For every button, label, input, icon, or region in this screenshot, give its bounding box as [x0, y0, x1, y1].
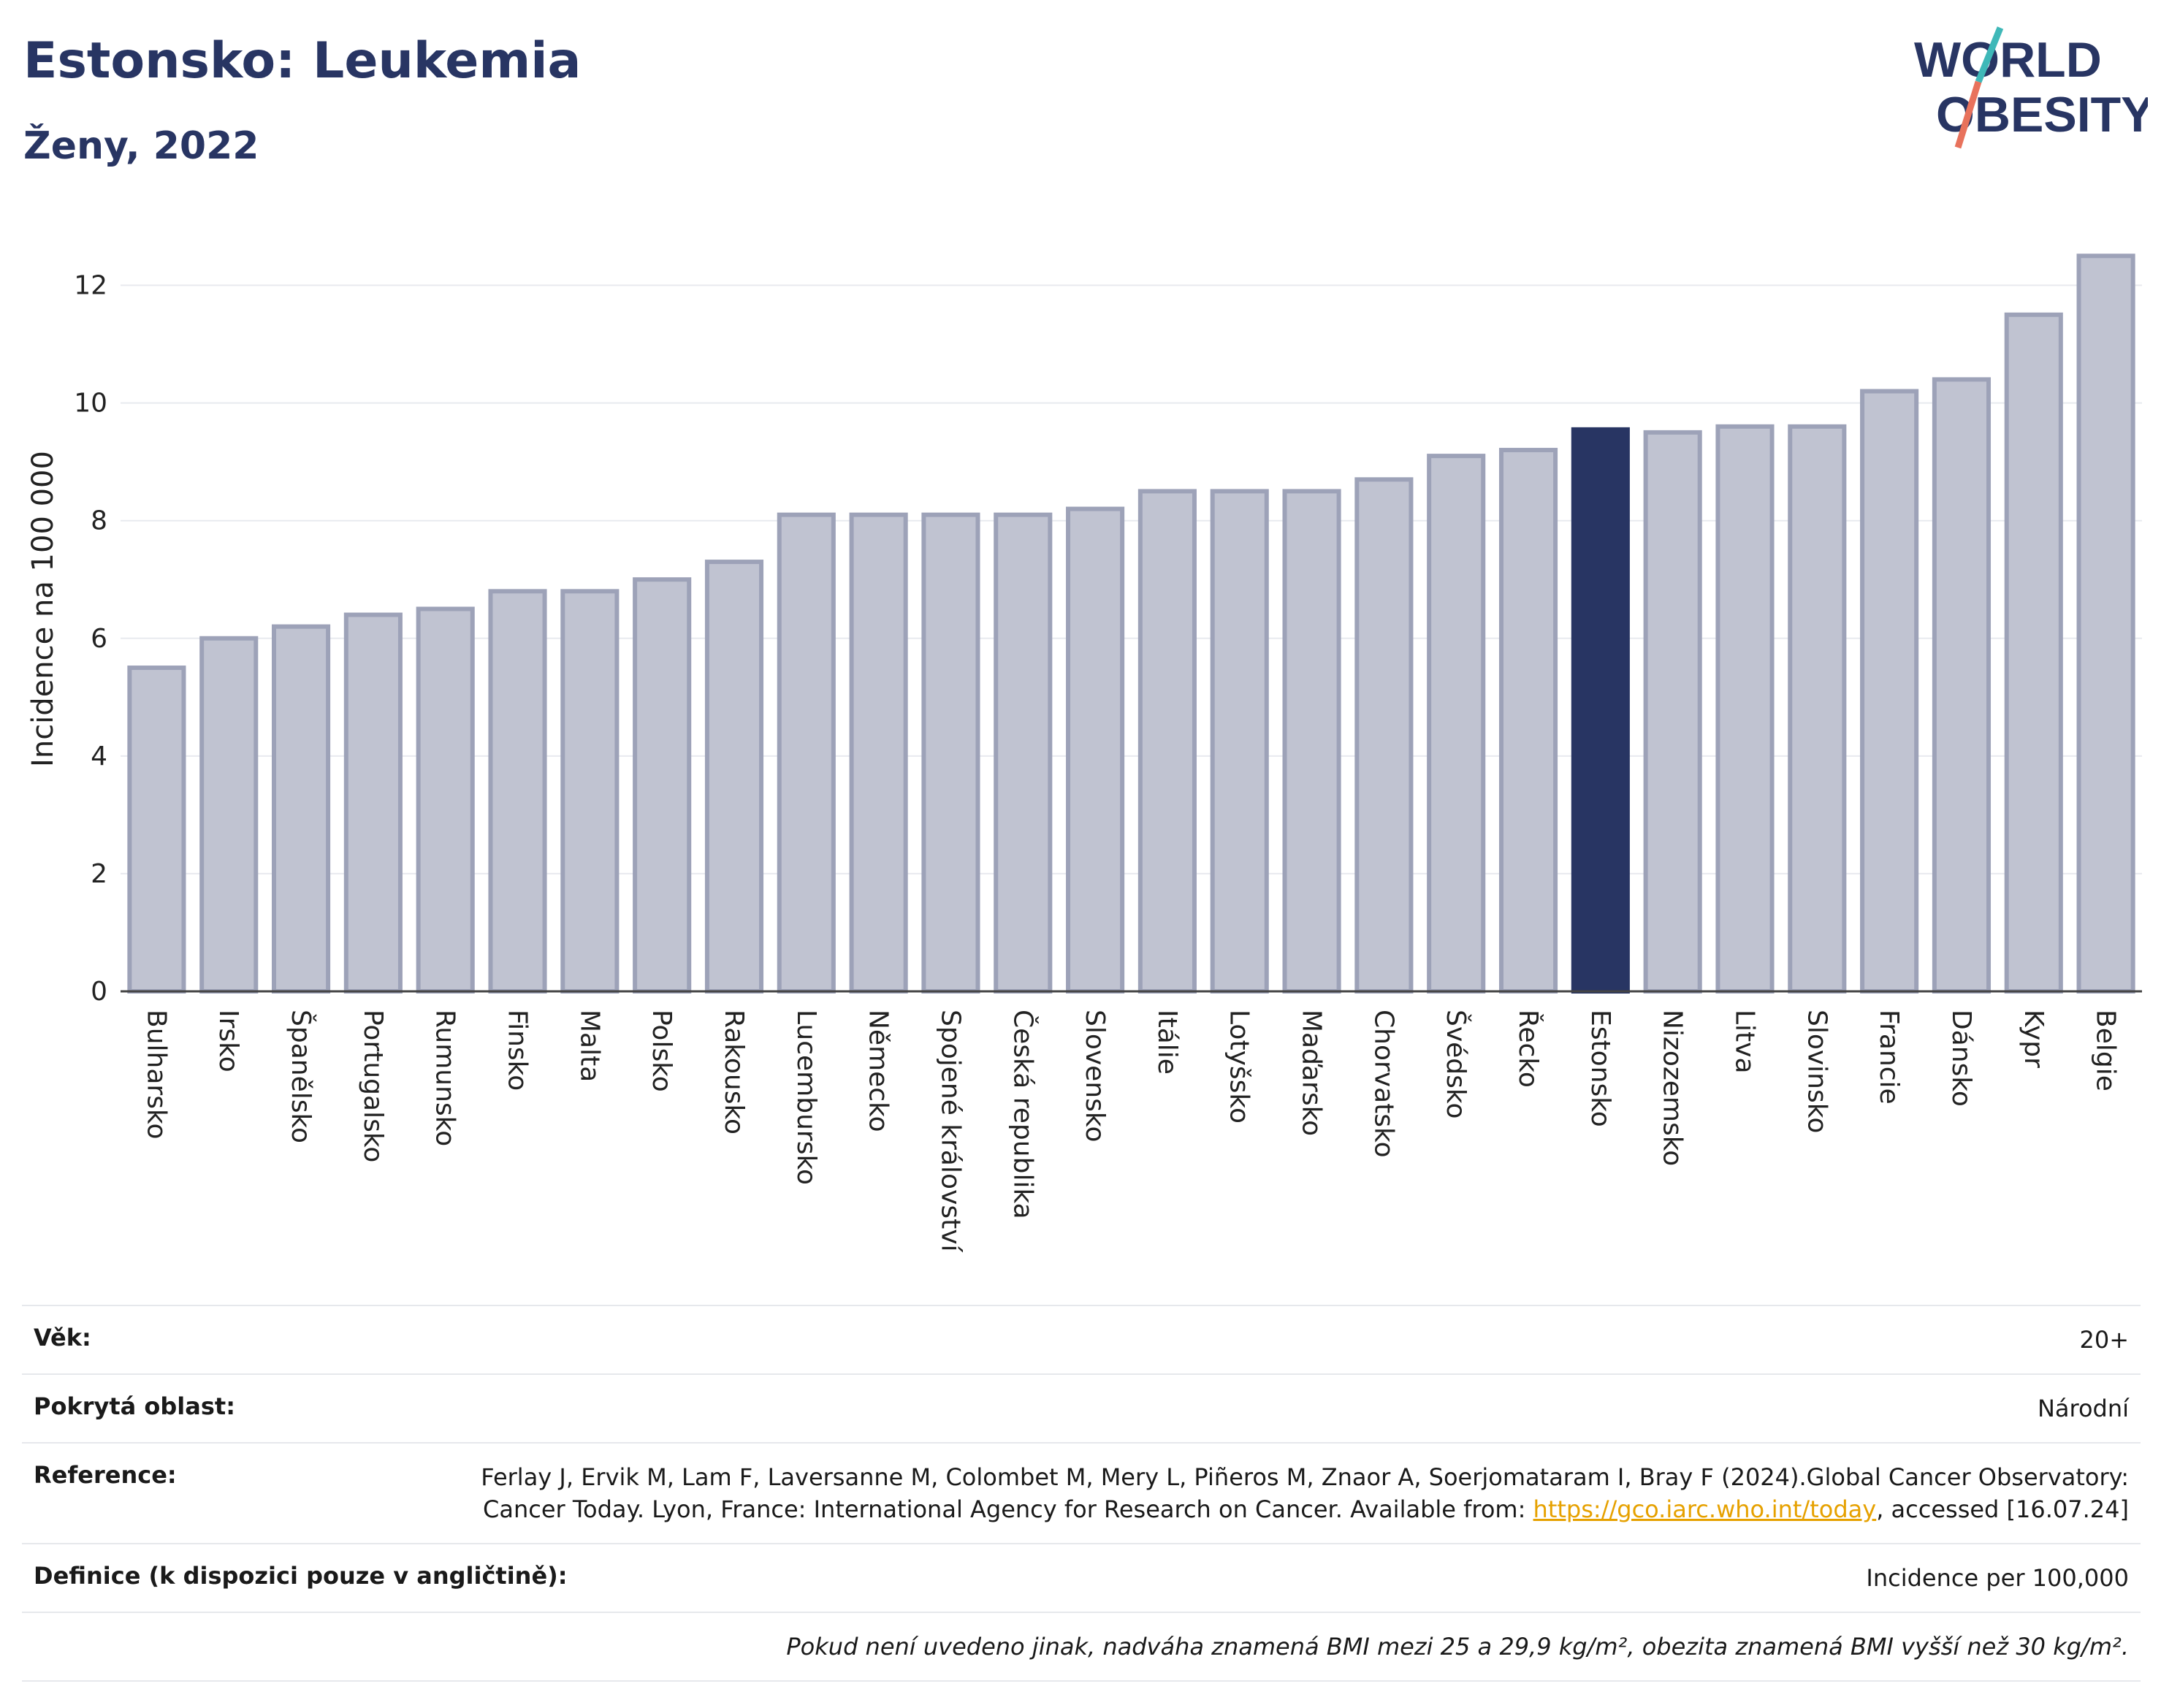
bar — [343, 612, 403, 994]
bar — [199, 636, 259, 994]
bar — [1354, 477, 1414, 994]
bar — [127, 666, 186, 994]
bar — [488, 589, 547, 994]
bar — [1715, 424, 1775, 994]
y-axis-label: Incidence na 100 000 — [26, 451, 60, 767]
x-category-label: Estonsko — [1585, 1010, 1615, 1127]
y-tick-labels: 0 2 4 6 8 10 12 — [74, 271, 107, 1007]
age-label: Věk: — [34, 1324, 91, 1351]
x-category-label: Litva — [1729, 1010, 1759, 1074]
bar — [1210, 489, 1269, 994]
chart-title: Estonsko: Leukemia — [23, 32, 582, 90]
bar — [416, 606, 475, 994]
age-value: 20+ — [2079, 1326, 2129, 1354]
bar-highlight — [1571, 427, 1630, 994]
x-category-label: Nizozemsko — [1658, 1010, 1688, 1166]
x-category-label: Kypr — [2019, 1010, 2048, 1068]
info-table: Věk: 20+ Pokrytá oblast: Národní Referen… — [22, 1305, 2141, 1682]
info-row-age: Věk: 20+ — [22, 1305, 2141, 1373]
y-tick-label: 0 — [91, 977, 107, 1007]
x-category-label: Švédsko — [1441, 1010, 1471, 1119]
bar-chart: 0 2 4 6 8 10 12 Bulharsko Irsko Španělsko Portuga… — [26, 253, 2142, 1253]
bar — [1860, 389, 1919, 994]
bar — [1066, 506, 1125, 994]
logo-slash-coral — [1954, 80, 1982, 149]
x-category-label: Francie — [1874, 1010, 1904, 1105]
bar — [1788, 424, 1847, 994]
reference-link[interactable]: https://gco.iarc.who.int/today — [1533, 1495, 1877, 1523]
x-category-label: Řecko — [1513, 1010, 1544, 1088]
x-category-label: Itálie — [1152, 1010, 1182, 1075]
bar — [1643, 430, 1702, 994]
y-tick-label: 12 — [74, 271, 107, 301]
x-category-label: Dánsko — [1946, 1010, 1976, 1107]
x-category-label: Polsko — [647, 1010, 676, 1092]
x-category-label: Malta — [574, 1010, 604, 1082]
info-row-area: Pokrytá oblast: Národní — [22, 1373, 2141, 1442]
x-category-label: Bulharsko — [141, 1010, 171, 1140]
definition-label: Definice (k dispozici pouze v angličtině… — [34, 1562, 568, 1590]
bar — [2004, 312, 2063, 994]
logo-slash-teal — [1975, 26, 2004, 83]
info-row-definition: Definice (k dispozici pouze v angličtině… — [22, 1543, 2141, 1612]
area-label: Pokrytá oblast: — [34, 1392, 235, 1420]
area-value: Národní — [2037, 1395, 2129, 1422]
bmi-note: Pokud není uvedeno jinak, nadváha znamen… — [786, 1633, 2129, 1661]
x-category-label: Finsko — [503, 1010, 533, 1091]
info-row-reference: Reference: Ferlay J, Ervik M, Lam F, Lav… — [22, 1442, 2141, 1543]
x-category-label: Španělsko — [286, 1010, 316, 1143]
x-category-label: Spojené království — [935, 1010, 965, 1253]
x-category-label: Německo — [864, 1010, 893, 1132]
reference-value: Ferlay J, Ervik M, Lam F, Laversanne M, … — [449, 1461, 2129, 1525]
bar — [777, 512, 836, 994]
logo-line1: WORLD — [1914, 32, 2102, 88]
bar — [921, 512, 980, 994]
x-category-label: Slovensko — [1080, 1010, 1110, 1143]
definition-value: Incidence per 100,000 — [1866, 1564, 2129, 1592]
bar — [1498, 448, 1558, 994]
x-category-label: Rakousko — [719, 1010, 749, 1135]
bar — [704, 560, 764, 994]
reference-accessed: , accessed [16.07.24] — [1876, 1495, 2129, 1523]
bar — [994, 512, 1053, 994]
info-row-note: Pokud není uvedeno jinak, nadváha znamen… — [22, 1612, 2141, 1682]
reference-text: Ferlay J, Ervik M, Lam F, Laversanne M, … — [481, 1463, 2129, 1523]
reference-label: Reference: — [34, 1461, 177, 1489]
x-category-label: Lotyšsko — [1224, 1010, 1254, 1124]
world-obesity-logo: WORLD OBESITY — [1914, 26, 2148, 149]
bar — [271, 624, 331, 994]
bar — [633, 577, 692, 994]
bar — [2076, 253, 2135, 994]
bars — [127, 253, 2135, 994]
y-tick-label: 6 — [91, 624, 107, 654]
x-category-label: Lucembursko — [791, 1010, 821, 1185]
bar — [1137, 489, 1197, 994]
x-category-label: Slovinsko — [1802, 1010, 1832, 1133]
bar — [849, 512, 908, 994]
x-category-label: Belgie — [2091, 1010, 2121, 1091]
y-tick-label: 10 — [74, 389, 107, 419]
x-category-labels: Bulharsko Irsko Španělsko Portugalsko Rumuns… — [141, 1010, 2120, 1253]
x-category-label: Portugalsko — [358, 1010, 388, 1162]
x-category-label: Česká republika — [1007, 1010, 1038, 1219]
x-category-label: Irsko — [213, 1010, 243, 1072]
y-tick-label: 4 — [91, 741, 107, 771]
bar — [1427, 454, 1486, 994]
bar — [1932, 377, 1992, 994]
x-category-label: Rumunsko — [430, 1010, 460, 1146]
x-category-label: Maďarsko — [1297, 1010, 1327, 1136]
chart-subtitle: Ženy, 2022 — [23, 124, 259, 168]
y-tick-label: 2 — [91, 859, 107, 889]
y-tick-label: 8 — [91, 506, 107, 536]
bar — [560, 589, 620, 994]
bar — [1282, 489, 1341, 994]
x-category-label: Chorvatsko — [1368, 1010, 1398, 1158]
